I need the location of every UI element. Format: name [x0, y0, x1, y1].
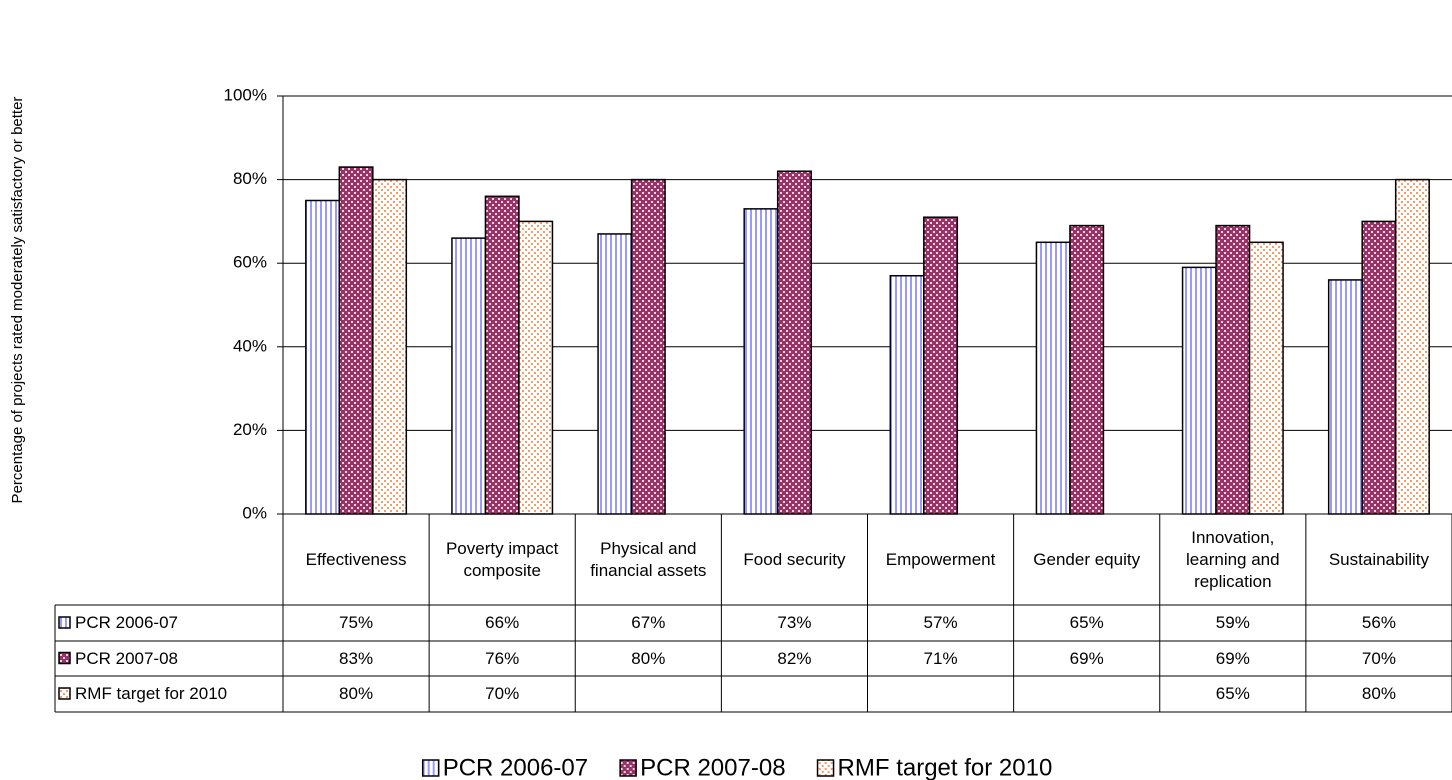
bar	[1069, 224, 1105, 515]
bar	[776, 170, 812, 515]
row-label: PCR 2006-07	[75, 613, 179, 632]
table-value: 65%	[1069, 613, 1104, 632]
table-value: 70%	[1361, 648, 1396, 668]
legend-swatch	[58, 616, 71, 629]
table-value: 57%	[923, 613, 958, 632]
bar	[1248, 241, 1284, 515]
bar	[305, 199, 341, 515]
table-value: 69%	[1069, 648, 1104, 668]
bar	[889, 274, 925, 515]
bar	[372, 178, 408, 515]
bar	[1215, 224, 1251, 515]
table-value: 71%	[923, 648, 958, 668]
bar	[484, 195, 520, 515]
table-value: 76%	[485, 648, 520, 668]
legend-label: RMF target for 2010	[838, 754, 1053, 780]
legend-label: PCR 2006-07	[443, 754, 588, 780]
table-value: 80%	[631, 648, 666, 668]
bar	[923, 216, 959, 515]
bar	[1181, 266, 1217, 515]
y-tick-label: 80%	[233, 169, 267, 188]
legend-swatch	[58, 651, 71, 665]
table-value: 66%	[485, 613, 520, 632]
y-tick-label: 20%	[233, 420, 267, 439]
table-value: 56%	[1361, 613, 1396, 632]
table-value: 73%	[777, 613, 812, 632]
bar	[338, 166, 374, 515]
table-value: 80%	[339, 684, 374, 703]
bar	[518, 220, 554, 515]
bar	[630, 178, 666, 515]
y-tick-label: 40%	[233, 336, 267, 355]
bar	[743, 208, 779, 515]
x-tick-label: Empowerment	[885, 549, 996, 569]
legend: PCR 2006-07 PCR 2007-08 RMF target for 201…	[421, 754, 1053, 780]
bar	[1361, 220, 1397, 515]
legend-swatch	[816, 759, 835, 777]
table-value: 59%	[1215, 613, 1250, 632]
table-value: 69%	[1215, 648, 1250, 668]
x-tick-label: Physical and financial assets	[590, 538, 707, 580]
bar	[451, 237, 487, 515]
row-label: RMF target for 2010	[75, 684, 228, 703]
legend-swatch	[421, 759, 440, 777]
row-label: PCR 2007-08	[75, 648, 179, 668]
table-value: 82%	[777, 648, 812, 668]
bar	[1327, 279, 1363, 515]
x-tick-label: Food security	[743, 549, 846, 569]
table-value: 75%	[339, 613, 374, 632]
bar	[597, 233, 633, 515]
bar	[1035, 241, 1071, 515]
x-tick-label: Poverty impact composite	[445, 538, 559, 580]
table-value: 80%	[1361, 684, 1396, 703]
x-tick-label: Sustainability	[1328, 549, 1430, 569]
y-tick-label: 0%	[242, 503, 267, 522]
table-value: 67%	[631, 613, 666, 632]
y-tick-label: 100%	[224, 85, 267, 104]
y-tick-label: 60%	[233, 253, 267, 272]
bar	[1394, 178, 1430, 515]
table-value: 70%	[485, 684, 520, 703]
legend-swatch	[619, 759, 637, 777]
table-value: 83%	[339, 648, 374, 668]
y-axis-title: Percentage of projects rated moderately …	[9, 97, 26, 504]
x-tick-label: Effectiveness	[305, 549, 407, 569]
legend-swatch	[58, 687, 71, 700]
legend-label: PCR 2007-08	[640, 754, 785, 780]
x-tick-label: Gender equity	[1033, 549, 1141, 569]
table-value: 65%	[1215, 684, 1250, 703]
x-tick-label: Innovation, learning and replication	[1186, 527, 1280, 591]
